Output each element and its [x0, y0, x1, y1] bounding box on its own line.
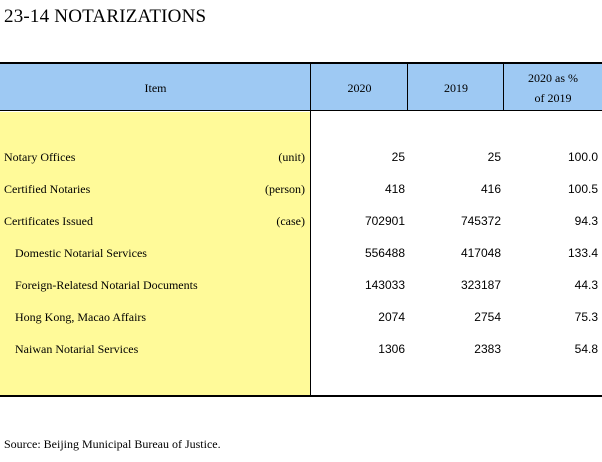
page-title: 23-14 NOTARIZATIONS	[4, 6, 207, 27]
value-2019: 745372	[460, 214, 501, 228]
value-2020: 25	[391, 150, 405, 164]
column-divider	[407, 64, 408, 111]
header-2019: 2019	[408, 64, 504, 111]
value-percent: 94.3	[574, 214, 598, 228]
value-2020: 556488	[364, 246, 405, 260]
column-divider	[503, 64, 504, 111]
row-label: Hong Kong, Macao Affairs	[15, 310, 147, 324]
value-2019: 2383	[474, 342, 501, 356]
value-2020: 418	[384, 182, 405, 196]
source-note: Source: Beijing Municipal Bureau of Just…	[4, 437, 221, 451]
header-percent-line1: 2020 as %	[528, 70, 578, 85]
row-label: Naiwan Notarial Services	[15, 342, 139, 356]
value-2020: 143033	[364, 278, 405, 292]
value-2020: 702901	[364, 214, 405, 228]
row-unit: (person)	[265, 182, 305, 196]
table-header-row: Item 2020 2019 2020 as % of 2019	[0, 64, 602, 111]
value-percent: 75.3	[574, 310, 598, 324]
table-row: Hong Kong, Macao Affairs 2074 2754 75.3	[0, 307, 602, 327]
value-2019: 416	[480, 182, 501, 196]
table-row: Certified Notaries (person) 418 416 100.…	[0, 179, 602, 199]
value-percent: 44.3	[574, 278, 598, 292]
table-row: Certificates Issued (case) 702901 745372…	[0, 211, 602, 231]
header-percent-line2: of 2019	[534, 90, 572, 105]
value-2020: 1306	[378, 342, 405, 356]
table-top-rule	[0, 62, 602, 64]
value-2019: 323187	[460, 278, 501, 292]
row-label: Notary Offices	[4, 150, 76, 164]
row-label: Certificates Issued	[4, 214, 93, 228]
header-item: Item	[0, 64, 311, 111]
notarizations-table: Item 2020 2019 2020 as % of 2019 Notary …	[0, 62, 602, 398]
header-item-label: Item	[144, 80, 167, 95]
row-unit: (case)	[276, 214, 305, 228]
value-2019: 25	[487, 150, 501, 164]
value-percent: 133.4	[567, 246, 598, 260]
table-row: Notary Offices (unit) 25 25 100.0	[0, 147, 602, 167]
header-percent: 2020 as % of 2019	[504, 64, 602, 111]
header-2020: 2020	[311, 64, 408, 111]
table-row: Domestic Notarial Services 556488 417048…	[0, 243, 602, 263]
row-label: Certified Notaries	[4, 182, 91, 196]
item-column-background	[0, 112, 311, 395]
row-label: Foreign-Relatesd Notarial Documents	[15, 278, 198, 292]
value-percent: 100.5	[567, 182, 598, 196]
table-bottom-rule	[0, 395, 602, 397]
header-2019-label: 2019	[444, 80, 468, 95]
value-2020: 2074	[378, 310, 405, 324]
value-percent: 100.0	[567, 150, 598, 164]
header-2020-label: 2020	[347, 80, 372, 95]
row-unit: (unit)	[278, 150, 305, 164]
table-row: Naiwan Notarial Services 1306 2383 54.8	[0, 339, 602, 359]
value-2019: 417048	[460, 246, 501, 260]
table-row: Foreign-Relatesd Notarial Documents 1430…	[0, 275, 602, 295]
row-label: Domestic Notarial Services	[15, 246, 147, 260]
value-percent: 54.8	[574, 342, 598, 356]
value-2019: 2754	[474, 310, 501, 324]
column-divider	[310, 64, 311, 396]
